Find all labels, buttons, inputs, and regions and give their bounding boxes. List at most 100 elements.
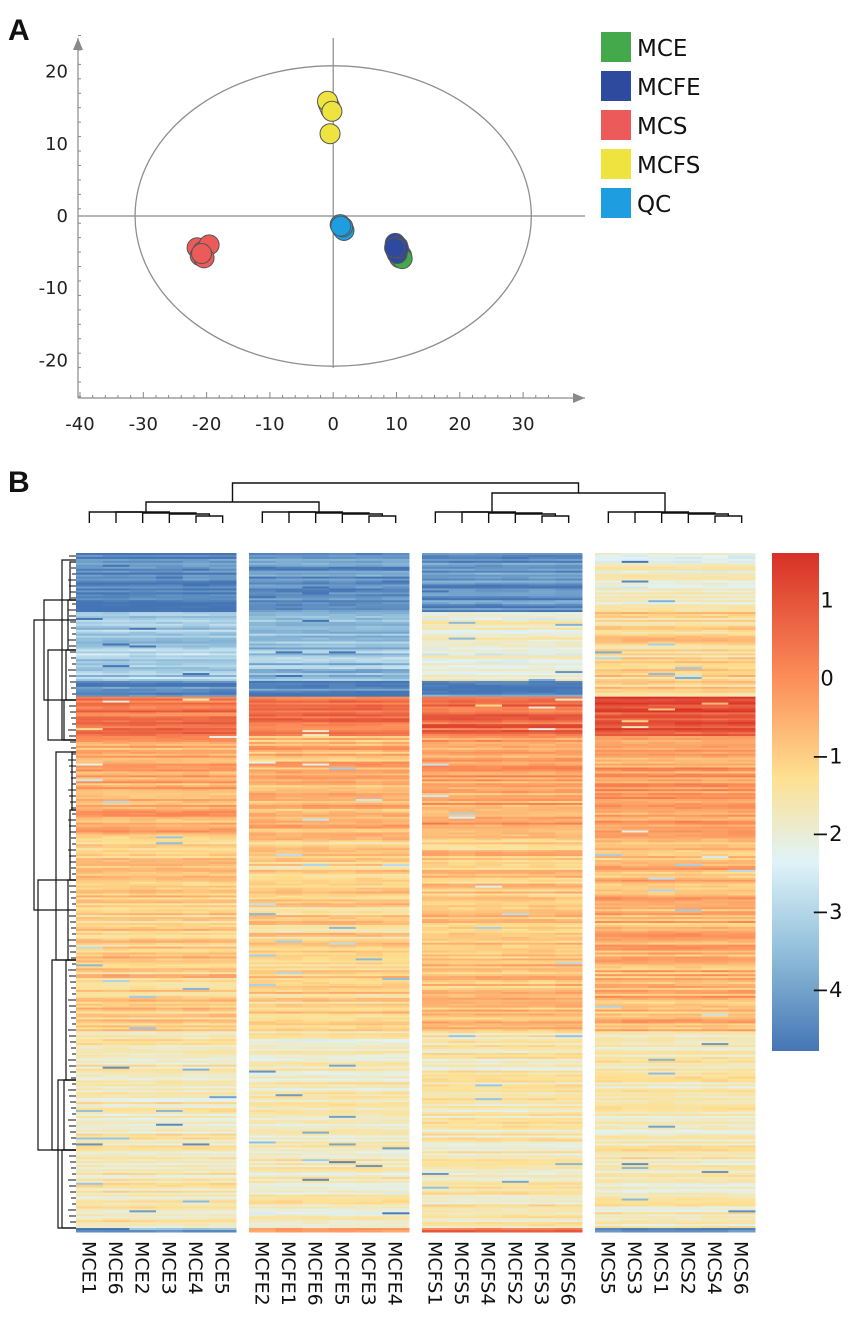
heatmap-cell: [621, 743, 649, 747]
heatmap-cell: [701, 891, 729, 894]
heatmap-cell: [156, 558, 184, 562]
heatmap-cell: [156, 747, 184, 751]
heatmap-cell: [728, 842, 756, 845]
heatmap-cell: [448, 773, 476, 776]
heatmap-cell: [621, 570, 649, 574]
heatmap-cell: [355, 700, 383, 704]
heatmap-cell: [249, 588, 277, 591]
heatmap-cell: [182, 739, 210, 743]
heatmap-cell: [422, 708, 450, 711]
heatmap-cell: [156, 698, 184, 702]
heatmap-cell: [675, 852, 703, 855]
heatmap-cell: [502, 621, 530, 625]
heatmap-cell: [275, 671, 303, 674]
heatmap-cell: [595, 710, 623, 713]
heatmap-cell: [475, 564, 503, 568]
heatmap-cell: [502, 844, 530, 847]
heatmap-cell: [728, 637, 756, 641]
heatmap-cell: [701, 781, 729, 784]
heatmap-cell: [528, 852, 556, 855]
heatmap-cell: [329, 554, 357, 558]
heatmap-cell: [502, 816, 530, 820]
heatmap-cell: [621, 639, 649, 643]
heatmap-cell: [129, 631, 157, 635]
heatmap-cell: [621, 665, 649, 668]
heatmap-cell: [249, 741, 277, 745]
heatmap-cell: [156, 714, 184, 717]
heatmap-cell: [621, 871, 649, 875]
heatmap-cell: [502, 590, 530, 593]
heatmap-cell: [102, 767, 130, 770]
heatmap-cell: [448, 899, 476, 902]
heatmap-cell: [528, 812, 556, 816]
heatmap-cell: [182, 625, 210, 629]
heatmap-cell: [621, 905, 649, 908]
heatmap-cell: [422, 891, 450, 894]
heatmap-cell: [648, 692, 676, 696]
heatmap-cell: [621, 822, 649, 826]
heatmap-cell: [701, 899, 729, 902]
heatmap-cell: [528, 745, 556, 749]
heatmap-cell: [76, 791, 104, 794]
heatmap-cell: [728, 629, 756, 633]
heatmap-cell: [595, 915, 623, 918]
heatmap-cell: [621, 842, 649, 845]
heatmap-cell: [275, 767, 303, 770]
heatmap-cell: [422, 747, 450, 751]
heatmap-cell: [595, 824, 623, 828]
heatmap-cell: [502, 759, 530, 763]
heatmap-cell: [156, 659, 184, 662]
heatmap-cell: [448, 625, 476, 629]
heatmap-cell: [701, 747, 729, 751]
heatmap-cell: [621, 710, 649, 713]
heatmap-cell: [102, 675, 130, 678]
heatmap-cell: [329, 576, 357, 580]
heatmap-cell: [475, 643, 503, 646]
heatmap-cell: [249, 799, 277, 802]
heatmap-cell: [555, 816, 583, 820]
heatmap-cell: [329, 887, 357, 891]
heatmap-cell: [329, 930, 357, 934]
heatmap-cell: [475, 901, 503, 904]
heatmap-cell: [475, 572, 503, 576]
heatmap-cell: [595, 612, 623, 615]
heatmap-cell: [102, 928, 130, 932]
heatmap-cell: [648, 637, 676, 641]
heatmap-cell: [701, 594, 729, 597]
heatmap-cell: [382, 631, 410, 635]
heatmap-cell: [329, 875, 357, 879]
heatmap-cell: [448, 860, 476, 863]
heatmap-cell: [648, 576, 676, 580]
heatmap-cell: [302, 686, 330, 690]
heatmap-cell: [249, 671, 277, 674]
heatmap-cell: [129, 757, 157, 761]
heatmap-cell: [76, 635, 104, 639]
heatmap-cell: [102, 873, 130, 877]
heatmap-cell: [621, 834, 649, 837]
heatmap-cell: [302, 769, 330, 772]
heatmap-cell: [475, 734, 503, 737]
heatmap-cell: [448, 854, 476, 857]
heatmap-cell: [129, 909, 157, 912]
heatmap-cell: [701, 765, 729, 769]
heatmap-cell: [382, 720, 410, 723]
heatmap-cell: [182, 608, 210, 611]
heatmap-cell: [249, 785, 277, 788]
heatmap-cell: [448, 704, 476, 708]
heatmap-cell: [355, 554, 383, 558]
heatmap-cell: [249, 791, 277, 794]
heatmap-cell: [728, 610, 756, 613]
heatmap-cell: [675, 659, 703, 662]
heatmap-cell: [475, 789, 503, 792]
heatmap-cell: [422, 812, 450, 816]
heatmap-cell: [156, 765, 184, 769]
heatmap-cell: [648, 594, 676, 597]
heatmap-cell: [648, 791, 676, 794]
heatmap-cell: [528, 877, 556, 881]
heatmap-cell: [555, 684, 583, 688]
heatmap-cell: [156, 590, 184, 593]
heatmap-cell: [675, 700, 703, 704]
heatmap-cell: [102, 793, 130, 796]
heatmap-cell: [528, 676, 556, 680]
heatmap-cell: [502, 712, 530, 715]
